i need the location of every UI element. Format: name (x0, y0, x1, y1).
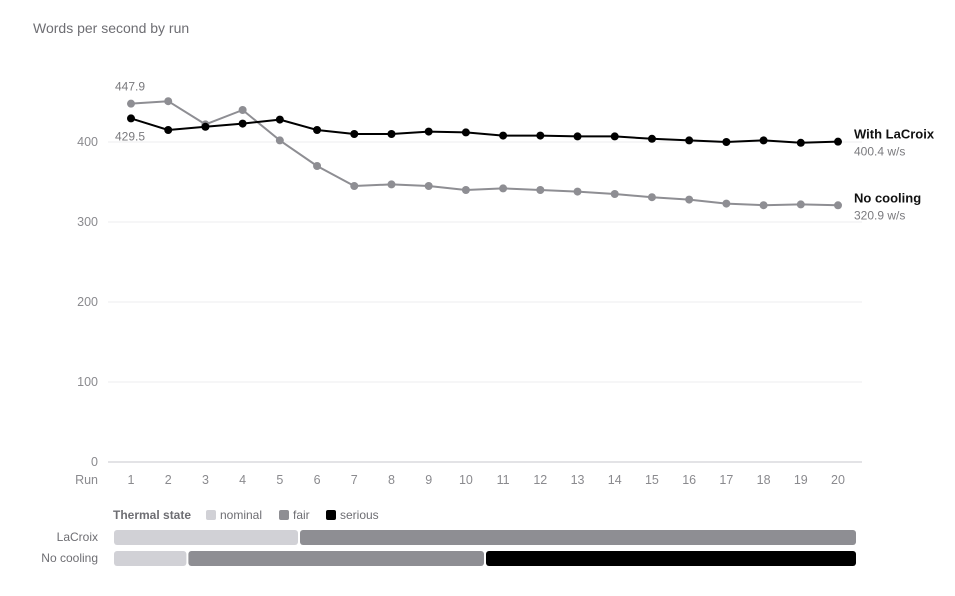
x-tick-label: 16 (682, 473, 696, 487)
x-tick-label: 6 (314, 473, 321, 487)
x-tick-label: 18 (757, 473, 771, 487)
data-point (610, 132, 619, 141)
series (127, 97, 842, 210)
x-tick-label: 7 (351, 473, 358, 487)
data-point (164, 126, 173, 134)
legend-swatch-serious (326, 510, 336, 520)
thermal-row-label: No cooling (41, 551, 98, 565)
data-point (201, 122, 210, 131)
legend-label-fair: fair (293, 508, 310, 522)
x-tick-label: 2 (165, 473, 172, 487)
data-point (610, 190, 619, 198)
x-tick-label: 20 (831, 473, 845, 487)
x-tick-label: 19 (794, 473, 808, 487)
start-value-label: 447.9 (115, 80, 145, 94)
data-point (573, 187, 582, 196)
x-tick-label: 12 (533, 473, 547, 487)
legend-label-nominal: nominal (220, 508, 262, 522)
start-value-label: 429.5 (115, 129, 145, 143)
data-point (722, 138, 731, 146)
series-line (130, 117, 839, 144)
thermal-segment-fair (300, 530, 856, 545)
data-point (313, 162, 322, 170)
data-point (424, 182, 433, 190)
series-end-label: With LaCroix (854, 127, 935, 142)
x-tick-label: 1 (128, 473, 135, 487)
data-point (387, 130, 396, 138)
legend-swatch-fair (279, 510, 289, 520)
y-tick-label: 200 (77, 295, 98, 309)
x-tick-label: 10 (459, 473, 473, 487)
data-point (275, 136, 284, 145)
data-point (759, 136, 768, 145)
data-point (647, 134, 656, 143)
x-axis-label: Run (75, 473, 98, 487)
data-point (424, 127, 433, 136)
data-point (647, 193, 656, 202)
series-end-value: 400.4 w/s (854, 145, 905, 159)
series-labels: 447.9 No cooling 320.9 w/s 429.5 With LaCroi… (115, 80, 935, 223)
thermal-row-lacroix: LaCroix (57, 530, 856, 545)
x-tick-label: 15 (645, 473, 659, 487)
chart-title: Words per second by run (33, 20, 190, 36)
data-point (275, 115, 284, 124)
data-point (499, 184, 508, 193)
legend-swatch-nominal (206, 510, 216, 520)
x-tick-label: 8 (388, 473, 395, 487)
data-point (350, 130, 359, 138)
thermal-rows: LaCroix No cooling (41, 530, 856, 566)
data-point (722, 199, 731, 208)
y-tick-label: 0 (91, 455, 98, 469)
thermal-segment-serious (486, 551, 856, 566)
data-point (759, 201, 768, 210)
series-end-label: No cooling (854, 190, 921, 205)
data-point (685, 136, 694, 145)
x-tick-label: 9 (425, 473, 432, 487)
x-tick-label: 13 (571, 473, 585, 487)
x-axis-ticks: 1 2 3 4 5 6 7 8 9 10 11 12 13 14 15 16 17 18 19 20 (128, 473, 845, 487)
legend-label-serious: serious (340, 508, 379, 522)
thermal-segment-fair (188, 551, 484, 566)
data-point (461, 186, 470, 194)
x-tick-label: 4 (239, 473, 246, 487)
y-tick-label: 400 (77, 135, 98, 149)
data-point (573, 132, 582, 141)
data-point (796, 138, 805, 147)
data-point (238, 119, 247, 128)
x-tick-label: 14 (608, 473, 622, 487)
series-end-value: 320.9 w/s (854, 208, 905, 222)
data-point (834, 201, 842, 210)
y-tick-label: 100 (77, 375, 98, 389)
x-tick-label: 17 (719, 473, 733, 487)
data-point (499, 131, 508, 140)
thermal-segment-nominal (114, 530, 298, 545)
data-point (350, 182, 359, 190)
x-tick-label: 3 (202, 473, 209, 487)
data-point (127, 99, 135, 108)
data-point (834, 137, 842, 146)
data-point (387, 180, 396, 189)
series-no-cooling (127, 97, 842, 210)
thermal-row-no-cooling: No cooling (41, 551, 856, 566)
data-point (164, 97, 173, 106)
thermal-legend-title: Thermal state (113, 508, 191, 522)
thermal-segment-nominal (114, 551, 187, 566)
series-line (130, 100, 839, 207)
thermal-row-label: LaCroix (57, 530, 98, 544)
data-point (461, 128, 470, 137)
data-point (127, 114, 135, 123)
x-tick-label: 11 (497, 473, 510, 487)
data-point (796, 200, 805, 209)
y-tick-label: 300 (77, 215, 98, 229)
x-tick-label: 5 (276, 473, 283, 487)
data-point (685, 195, 694, 204)
data-point (536, 131, 545, 140)
thermal-legend: nominal fair serious (206, 508, 379, 522)
series-with-lacroix (127, 114, 842, 147)
data-point (536, 186, 545, 194)
data-point (313, 126, 322, 134)
y-axis-ticks: 0 100 200 300 400 (77, 135, 98, 469)
data-point (238, 106, 247, 114)
